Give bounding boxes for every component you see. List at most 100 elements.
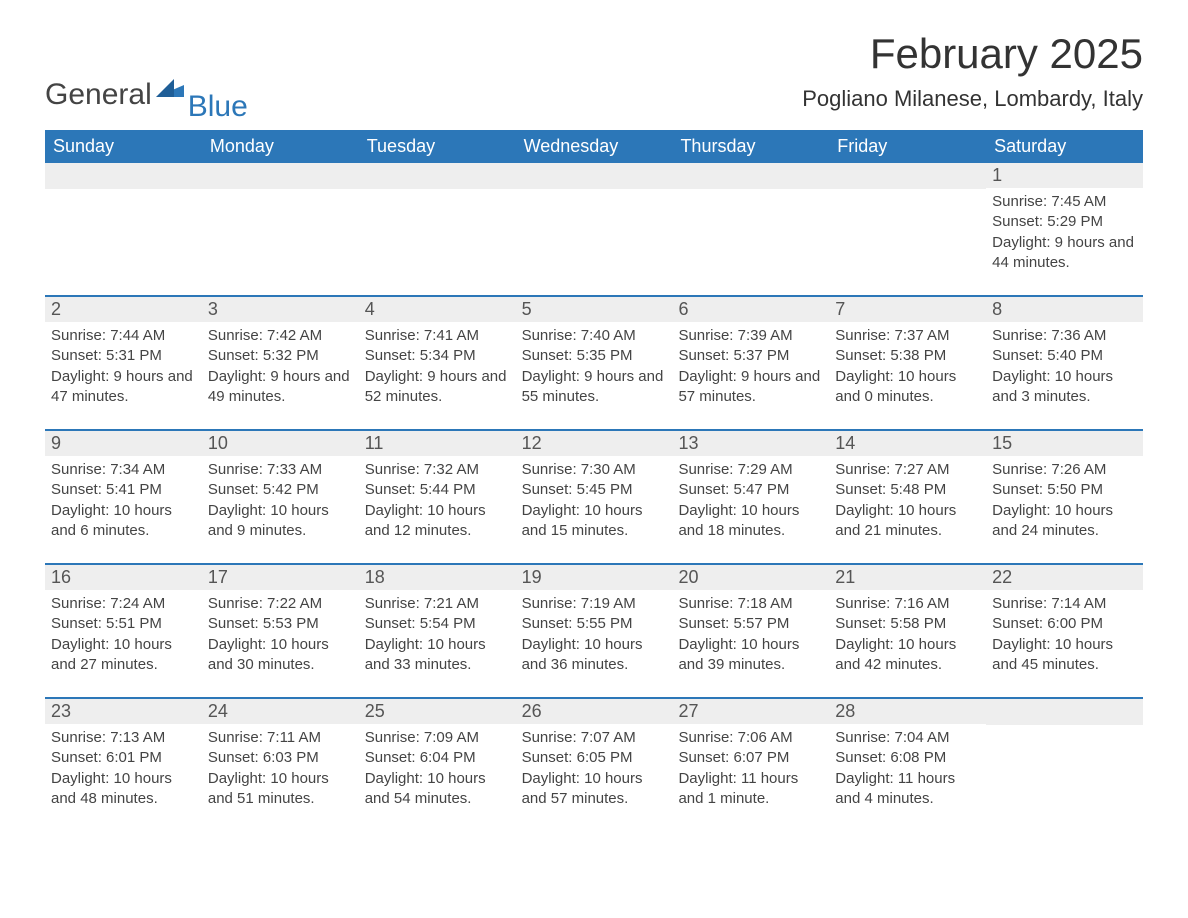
weekday-label: Friday xyxy=(829,130,986,163)
title-block: February 2025 Pogliano Milanese, Lombard… xyxy=(802,30,1143,112)
sunset-line: Sunset: 5:53 PM xyxy=(208,614,353,634)
day-number: 2 xyxy=(45,297,202,322)
weekday-header: SundayMondayTuesdayWednesdayThursdayFrid… xyxy=(45,130,1143,163)
day-body: Sunrise: 7:18 AMSunset: 5:57 PMDaylight:… xyxy=(672,590,829,683)
week-row: 23Sunrise: 7:13 AMSunset: 6:01 PMDayligh… xyxy=(45,697,1143,817)
day-number: 15 xyxy=(986,431,1143,456)
daylight-line: Daylight: 9 hours and 44 minutes. xyxy=(992,233,1137,274)
day-cell: 11Sunrise: 7:32 AMSunset: 5:44 PMDayligh… xyxy=(359,431,516,549)
sunrise-line: Sunrise: 7:13 AM xyxy=(51,728,196,748)
sunset-line: Sunset: 5:38 PM xyxy=(835,346,980,366)
header: General Blue February 2025 Pogliano Mila… xyxy=(45,30,1143,112)
day-cell: 18Sunrise: 7:21 AMSunset: 5:54 PMDayligh… xyxy=(359,565,516,683)
sunset-line: Sunset: 5:34 PM xyxy=(365,346,510,366)
day-body xyxy=(986,725,1143,737)
day-cell: 6Sunrise: 7:39 AMSunset: 5:37 PMDaylight… xyxy=(672,297,829,415)
daylight-line: Daylight: 10 hours and 3 minutes. xyxy=(992,367,1137,408)
day-body xyxy=(829,189,986,201)
sunrise-line: Sunrise: 7:04 AM xyxy=(835,728,980,748)
sunrise-line: Sunrise: 7:29 AM xyxy=(678,460,823,480)
empty-cell xyxy=(516,163,673,281)
sunset-line: Sunset: 5:35 PM xyxy=(522,346,667,366)
day-cell: 8Sunrise: 7:36 AMSunset: 5:40 PMDaylight… xyxy=(986,297,1143,415)
day-body: Sunrise: 7:04 AMSunset: 6:08 PMDaylight:… xyxy=(829,724,986,817)
daylight-line: Daylight: 10 hours and 9 minutes. xyxy=(208,501,353,542)
weeks-container: 1Sunrise: 7:45 AMSunset: 5:29 PMDaylight… xyxy=(45,163,1143,817)
sunrise-line: Sunrise: 7:11 AM xyxy=(208,728,353,748)
week-row: 16Sunrise: 7:24 AMSunset: 5:51 PMDayligh… xyxy=(45,563,1143,683)
sunrise-line: Sunrise: 7:24 AM xyxy=(51,594,196,614)
logo-flag-icon xyxy=(156,79,184,99)
daylight-line: Daylight: 10 hours and 48 minutes. xyxy=(51,769,196,810)
sunset-line: Sunset: 5:37 PM xyxy=(678,346,823,366)
sunset-line: Sunset: 6:01 PM xyxy=(51,748,196,768)
daylight-line: Daylight: 10 hours and 15 minutes. xyxy=(522,501,667,542)
sunrise-line: Sunrise: 7:32 AM xyxy=(365,460,510,480)
sunrise-line: Sunrise: 7:06 AM xyxy=(678,728,823,748)
daylight-line: Daylight: 10 hours and 18 minutes. xyxy=(678,501,823,542)
day-body: Sunrise: 7:41 AMSunset: 5:34 PMDaylight:… xyxy=(359,322,516,415)
weekday-label: Thursday xyxy=(672,130,829,163)
daylight-line: Daylight: 10 hours and 45 minutes. xyxy=(992,635,1137,676)
sunrise-line: Sunrise: 7:34 AM xyxy=(51,460,196,480)
day-body: Sunrise: 7:33 AMSunset: 5:42 PMDaylight:… xyxy=(202,456,359,549)
week-row: 9Sunrise: 7:34 AMSunset: 5:41 PMDaylight… xyxy=(45,429,1143,549)
sunrise-line: Sunrise: 7:21 AM xyxy=(365,594,510,614)
sunrise-line: Sunrise: 7:14 AM xyxy=(992,594,1137,614)
sunrise-line: Sunrise: 7:40 AM xyxy=(522,326,667,346)
calendar: SundayMondayTuesdayWednesdayThursdayFrid… xyxy=(45,130,1143,817)
day-cell: 20Sunrise: 7:18 AMSunset: 5:57 PMDayligh… xyxy=(672,565,829,683)
day-body xyxy=(359,189,516,201)
daylight-line: Daylight: 10 hours and 54 minutes. xyxy=(365,769,510,810)
sunrise-line: Sunrise: 7:27 AM xyxy=(835,460,980,480)
daylight-line: Daylight: 11 hours and 4 minutes. xyxy=(835,769,980,810)
sunset-line: Sunset: 5:44 PM xyxy=(365,480,510,500)
day-body: Sunrise: 7:21 AMSunset: 5:54 PMDaylight:… xyxy=(359,590,516,683)
day-body: Sunrise: 7:11 AMSunset: 6:03 PMDaylight:… xyxy=(202,724,359,817)
day-cell: 15Sunrise: 7:26 AMSunset: 5:50 PMDayligh… xyxy=(986,431,1143,549)
day-cell: 19Sunrise: 7:19 AMSunset: 5:55 PMDayligh… xyxy=(516,565,673,683)
empty-cell xyxy=(829,163,986,281)
day-body: Sunrise: 7:37 AMSunset: 5:38 PMDaylight:… xyxy=(829,322,986,415)
daylight-line: Daylight: 10 hours and 51 minutes. xyxy=(208,769,353,810)
logo: General Blue xyxy=(45,78,248,112)
sunset-line: Sunset: 5:51 PM xyxy=(51,614,196,634)
sunset-line: Sunset: 6:05 PM xyxy=(522,748,667,768)
day-number: 1 xyxy=(986,163,1143,188)
day-number: 27 xyxy=(672,699,829,724)
day-cell: 24Sunrise: 7:11 AMSunset: 6:03 PMDayligh… xyxy=(202,699,359,817)
day-cell: 13Sunrise: 7:29 AMSunset: 5:47 PMDayligh… xyxy=(672,431,829,549)
day-cell: 17Sunrise: 7:22 AMSunset: 5:53 PMDayligh… xyxy=(202,565,359,683)
day-body: Sunrise: 7:44 AMSunset: 5:31 PMDaylight:… xyxy=(45,322,202,415)
day-body: Sunrise: 7:42 AMSunset: 5:32 PMDaylight:… xyxy=(202,322,359,415)
day-body: Sunrise: 7:19 AMSunset: 5:55 PMDaylight:… xyxy=(516,590,673,683)
sunrise-line: Sunrise: 7:07 AM xyxy=(522,728,667,748)
day-cell: 10Sunrise: 7:33 AMSunset: 5:42 PMDayligh… xyxy=(202,431,359,549)
day-body: Sunrise: 7:13 AMSunset: 6:01 PMDaylight:… xyxy=(45,724,202,817)
weekday-label: Tuesday xyxy=(359,130,516,163)
sunset-line: Sunset: 5:48 PM xyxy=(835,480,980,500)
sunrise-line: Sunrise: 7:44 AM xyxy=(51,326,196,346)
day-number: 26 xyxy=(516,699,673,724)
day-number xyxy=(986,699,1143,725)
day-body: Sunrise: 7:32 AMSunset: 5:44 PMDaylight:… xyxy=(359,456,516,549)
sunrise-line: Sunrise: 7:26 AM xyxy=(992,460,1137,480)
day-cell: 16Sunrise: 7:24 AMSunset: 5:51 PMDayligh… xyxy=(45,565,202,683)
sunset-line: Sunset: 6:04 PM xyxy=(365,748,510,768)
daylight-line: Daylight: 9 hours and 55 minutes. xyxy=(522,367,667,408)
page-title: February 2025 xyxy=(802,30,1143,78)
day-cell: 4Sunrise: 7:41 AMSunset: 5:34 PMDaylight… xyxy=(359,297,516,415)
day-number: 28 xyxy=(829,699,986,724)
day-number: 13 xyxy=(672,431,829,456)
sunset-line: Sunset: 5:29 PM xyxy=(992,212,1137,232)
sunrise-line: Sunrise: 7:18 AM xyxy=(678,594,823,614)
day-cell: 9Sunrise: 7:34 AMSunset: 5:41 PMDaylight… xyxy=(45,431,202,549)
sunset-line: Sunset: 5:55 PM xyxy=(522,614,667,634)
weekday-label: Saturday xyxy=(986,130,1143,163)
day-number: 24 xyxy=(202,699,359,724)
daylight-line: Daylight: 10 hours and 21 minutes. xyxy=(835,501,980,542)
sunrise-line: Sunrise: 7:16 AM xyxy=(835,594,980,614)
sunset-line: Sunset: 5:41 PM xyxy=(51,480,196,500)
sunrise-line: Sunrise: 7:42 AM xyxy=(208,326,353,346)
day-cell: 26Sunrise: 7:07 AMSunset: 6:05 PMDayligh… xyxy=(516,699,673,817)
